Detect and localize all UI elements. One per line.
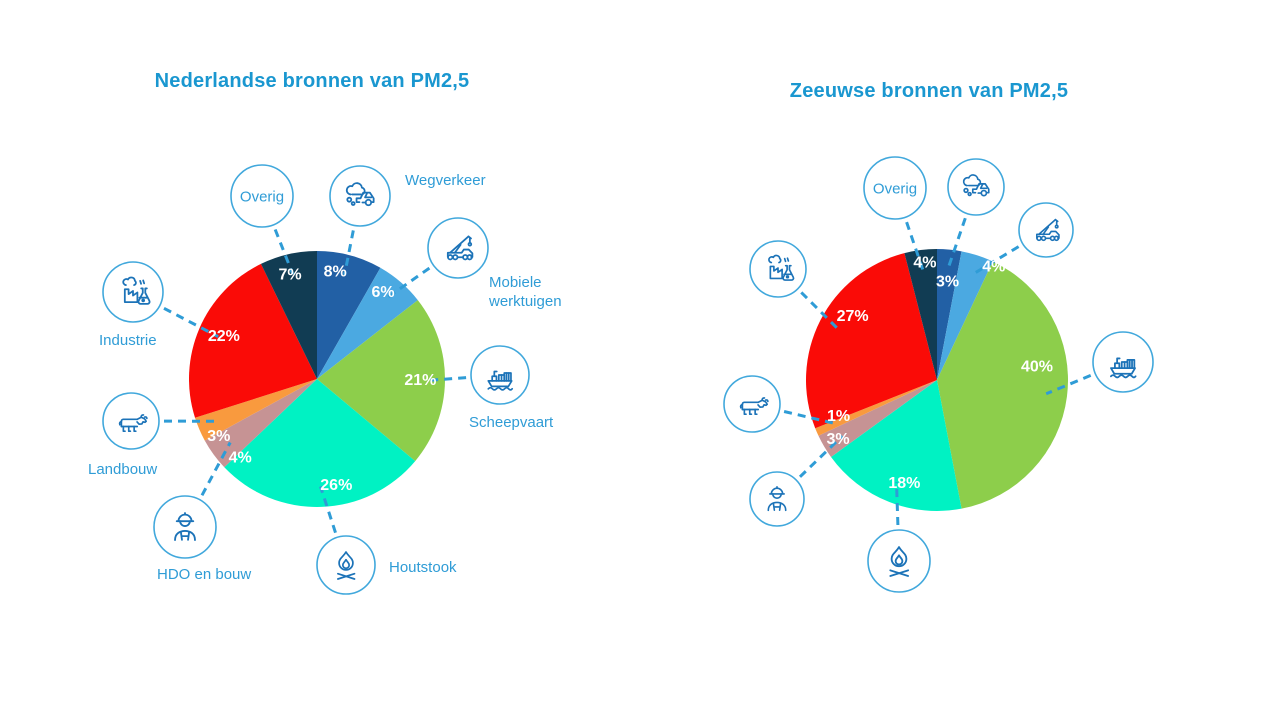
legend-circles	[102, 164, 530, 595]
pie-slice-scheepvaart	[937, 261, 1068, 509]
connector-wegverkeer	[945, 217, 967, 271]
connector-industrie	[800, 291, 841, 332]
legend-circles	[723, 156, 1154, 593]
pie-slice-percent-landbouw: 3%	[207, 428, 230, 445]
legend-circle-overig	[230, 164, 294, 228]
connector-mobiele-werktuigen	[970, 245, 1020, 277]
pie-slice-percent-mobiele-werktuigen: 6%	[371, 284, 394, 301]
connector-hdo-en-bouw	[200, 441, 232, 497]
legend-circle-landbouw	[723, 375, 781, 433]
pie-slice-industrie	[188, 263, 317, 418]
connector-scheepvaart	[424, 376, 467, 383]
legend-circle-houtstook	[867, 529, 931, 593]
legend-label-landbouw: Landbouw	[88, 461, 157, 478]
pie-slice-hdo-en-bouw	[204, 379, 317, 468]
legend-circle-wegverkeer	[947, 158, 1005, 216]
left-chart-title: Nederlandse bronnen van PM2,5	[154, 70, 470, 92]
legend-label-overig: Overig	[240, 189, 284, 206]
slices	[806, 248, 1068, 512]
pie-slice-houtstook	[224, 379, 416, 507]
pie-slice-percent-wegverkeer: 8%	[324, 264, 347, 281]
pie-slice-hdo-en-bouw	[818, 380, 937, 457]
connector-industrie	[163, 306, 219, 339]
connectors	[163, 228, 467, 534]
pie-slice-percent-wegverkeer: 3%	[936, 273, 959, 290]
connector-overig	[905, 221, 925, 272]
connector-hdo-en-bouw	[798, 434, 844, 478]
pie-slice-mobiele-werktuigen	[937, 251, 993, 380]
pie-slice-wegverkeer	[317, 251, 381, 379]
pie-slice-percent-landbouw: 1%	[827, 408, 850, 425]
pie-slice-percent-overig: 4%	[913, 255, 936, 272]
pie-slice-percent-hdo-en-bouw: 4%	[229, 450, 252, 467]
labels: 3%4%40%18%3%1%27%4%Overig	[826, 181, 1053, 492]
pie-slice-percent-overig: 7%	[278, 267, 301, 284]
pie-slice-houtstook	[831, 380, 962, 512]
pie-slice-overig	[260, 251, 317, 379]
legend-circle-hdo-en-bouw	[749, 471, 805, 527]
pie-slice-percent-industrie: 22%	[208, 328, 240, 345]
legend-label-houtstook: Houtstook	[389, 559, 457, 576]
legend-circle-houtstook	[316, 535, 376, 595]
pie-slice-landbouw	[815, 380, 937, 436]
labels: 8% Wegverkeer 6% Mobiele werktuigen 21% Scheep…	[88, 172, 562, 583]
legend-circle-landbouw	[102, 392, 160, 450]
pie-chart-nederlandse-bronnen: 8% Wegverkeer 6% Mobiele werktuigen 21% Scheep…	[88, 164, 562, 595]
legend-label-scheepvaart: Scheepvaart	[469, 414, 554, 431]
pie-slice-percent-hdo-en-bouw: 3%	[826, 431, 849, 448]
pie-slice-percent-mobiele-werktuigen: 4%	[982, 258, 1005, 275]
pie-slice-wegverkeer	[937, 248, 962, 380]
legend-label-wegverkeer: Wegverkeer	[405, 172, 486, 189]
legend-circle-overig	[863, 156, 927, 220]
pie-slice-percent-houtstook: 26%	[320, 477, 352, 494]
right-chart-title: Zeeuwse bronnen van PM2,5	[789, 80, 1069, 102]
legend-label-industrie: Industrie	[99, 332, 157, 349]
legend-circle-wegverkeer	[329, 165, 391, 227]
legend-label-mobiele-werktuigen: Mobiele werktuigen	[488, 274, 562, 310]
pie-chart-zeeuwse-bronnen: 3%4%40%18%3%1%27%4%Overig	[723, 156, 1154, 593]
legend-label-overig: Overig	[873, 181, 917, 198]
pie-slice-percent-houtstook: 18%	[888, 475, 920, 492]
connectors	[783, 217, 1092, 526]
pie-slice-percent-scheepvaart: 40%	[1021, 359, 1053, 376]
pie-slice-percent-scheepvaart: 21%	[404, 372, 436, 389]
pie-slice-scheepvaart	[317, 300, 446, 462]
legend-label-hdo-en-bouw: HDO en bouw	[157, 566, 251, 583]
connector-houtstook	[895, 482, 900, 526]
connector-wegverkeer	[343, 230, 355, 276]
connector-landbouw	[783, 410, 837, 426]
connector-mobiele-werktuigen	[386, 266, 431, 299]
pie-slice-landbouw	[195, 379, 317, 441]
pie-slice-percent-industrie: 27%	[837, 308, 869, 325]
legend-circle-hdo-en-bouw	[153, 495, 217, 559]
pie-slice-overig	[904, 249, 937, 380]
pie-slice-industrie	[806, 253, 937, 429]
